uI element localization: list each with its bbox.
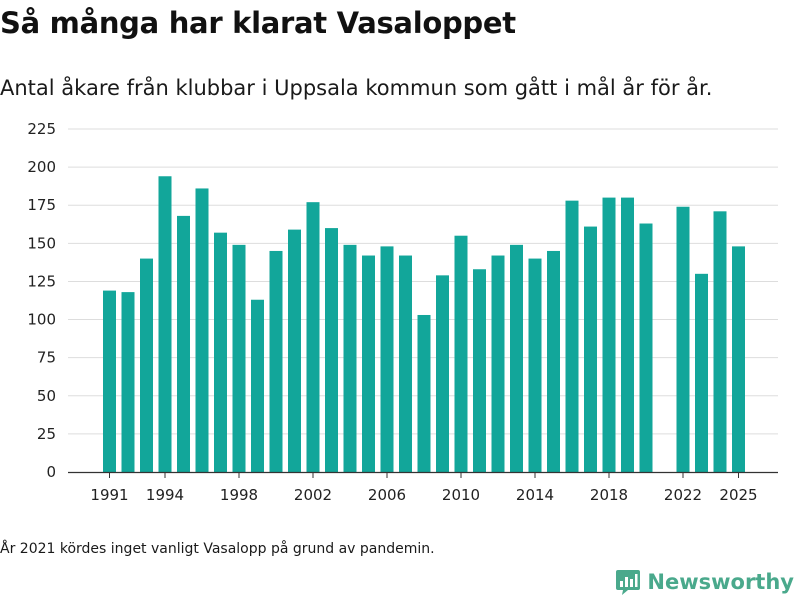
x-tick-label: 2010 xyxy=(442,486,480,504)
footnote: År 2021 kördes inget vanligt Vasalopp på… xyxy=(0,541,435,557)
x-tick-label: 1991 xyxy=(90,486,128,504)
y-tick-label: 75 xyxy=(37,349,56,367)
x-axis: 1991 1994 1998 2002 2006 2010 2014 2018 2022 2025 xyxy=(68,471,778,504)
chart-title: Så många har klarat Vasaloppet xyxy=(0,6,516,40)
bar-2004 xyxy=(343,244,357,472)
x-tick-label: 2014 xyxy=(516,486,554,504)
x-tick-label: 2022 xyxy=(664,486,702,504)
bar-1995 xyxy=(177,215,190,472)
bar-1993 xyxy=(140,258,153,472)
bar-2025 xyxy=(732,246,745,472)
bar-2005 xyxy=(362,255,375,472)
bar-2013 xyxy=(510,244,523,472)
bar-2016 xyxy=(565,200,579,472)
bar-2006 xyxy=(380,246,394,472)
x-tick-label: 1998 xyxy=(220,486,258,504)
brand-logo: Newsworthy xyxy=(615,568,794,596)
y-tick-label: 200 xyxy=(27,158,56,176)
bar-2008 xyxy=(417,314,431,472)
bar-2017 xyxy=(584,226,597,472)
bar-2001 xyxy=(288,229,301,472)
y-tick-label: 100 xyxy=(27,311,56,329)
bars xyxy=(103,176,745,472)
bar-2019 xyxy=(621,197,634,472)
bar-2012 xyxy=(491,255,505,472)
brand-name: Newsworthy xyxy=(647,570,794,594)
bar-1997 xyxy=(214,232,227,472)
bar-2018 xyxy=(602,197,616,472)
y-tick-label: 175 xyxy=(27,196,56,214)
x-tick-label: 1994 xyxy=(146,486,184,504)
y-tick-label: 25 xyxy=(37,425,56,443)
y-tick-label: 125 xyxy=(27,272,56,290)
bar-1991 xyxy=(103,290,116,472)
x-tick-label: 2018 xyxy=(590,486,628,504)
bar-1992 xyxy=(121,292,135,472)
bar-2023 xyxy=(695,273,708,472)
bar-1994 xyxy=(158,176,172,472)
y-tick-label: 225 xyxy=(27,120,56,138)
bar-2003 xyxy=(325,228,338,472)
bar-2002 xyxy=(306,202,320,472)
bar-1996 xyxy=(195,188,209,472)
bar-2022 xyxy=(676,206,690,472)
x-tick-label: 2025 xyxy=(719,486,757,504)
bar-2007 xyxy=(399,255,412,472)
bar-2024 xyxy=(713,211,727,472)
bar-chart: 0 25 50 75 100 125 150 175 200 225 1991 1994 1998 20… xyxy=(27,120,778,504)
x-tick-label: 2006 xyxy=(368,486,406,504)
bar-2010 xyxy=(454,235,468,472)
y-tick-label: 150 xyxy=(27,234,56,252)
y-tick-label: 50 xyxy=(37,387,56,405)
x-tick-label: 2002 xyxy=(294,486,332,504)
y-tick-label: 0 xyxy=(46,463,56,481)
bar-2000 xyxy=(269,250,283,472)
bar-2009 xyxy=(436,275,449,472)
chart-subtitle: Antal åkare från klubbar i Uppsala kommu… xyxy=(0,76,713,100)
bar-2015 xyxy=(547,250,560,472)
bar-2011 xyxy=(473,269,486,472)
newsworthy-logo-icon xyxy=(616,570,641,595)
bar-1998 xyxy=(232,244,246,472)
bar-1999 xyxy=(251,299,264,472)
y-axis: 0 25 50 75 100 125 150 175 200 225 xyxy=(27,120,56,481)
bar-2020 xyxy=(639,223,653,472)
bar-2014 xyxy=(528,258,542,472)
